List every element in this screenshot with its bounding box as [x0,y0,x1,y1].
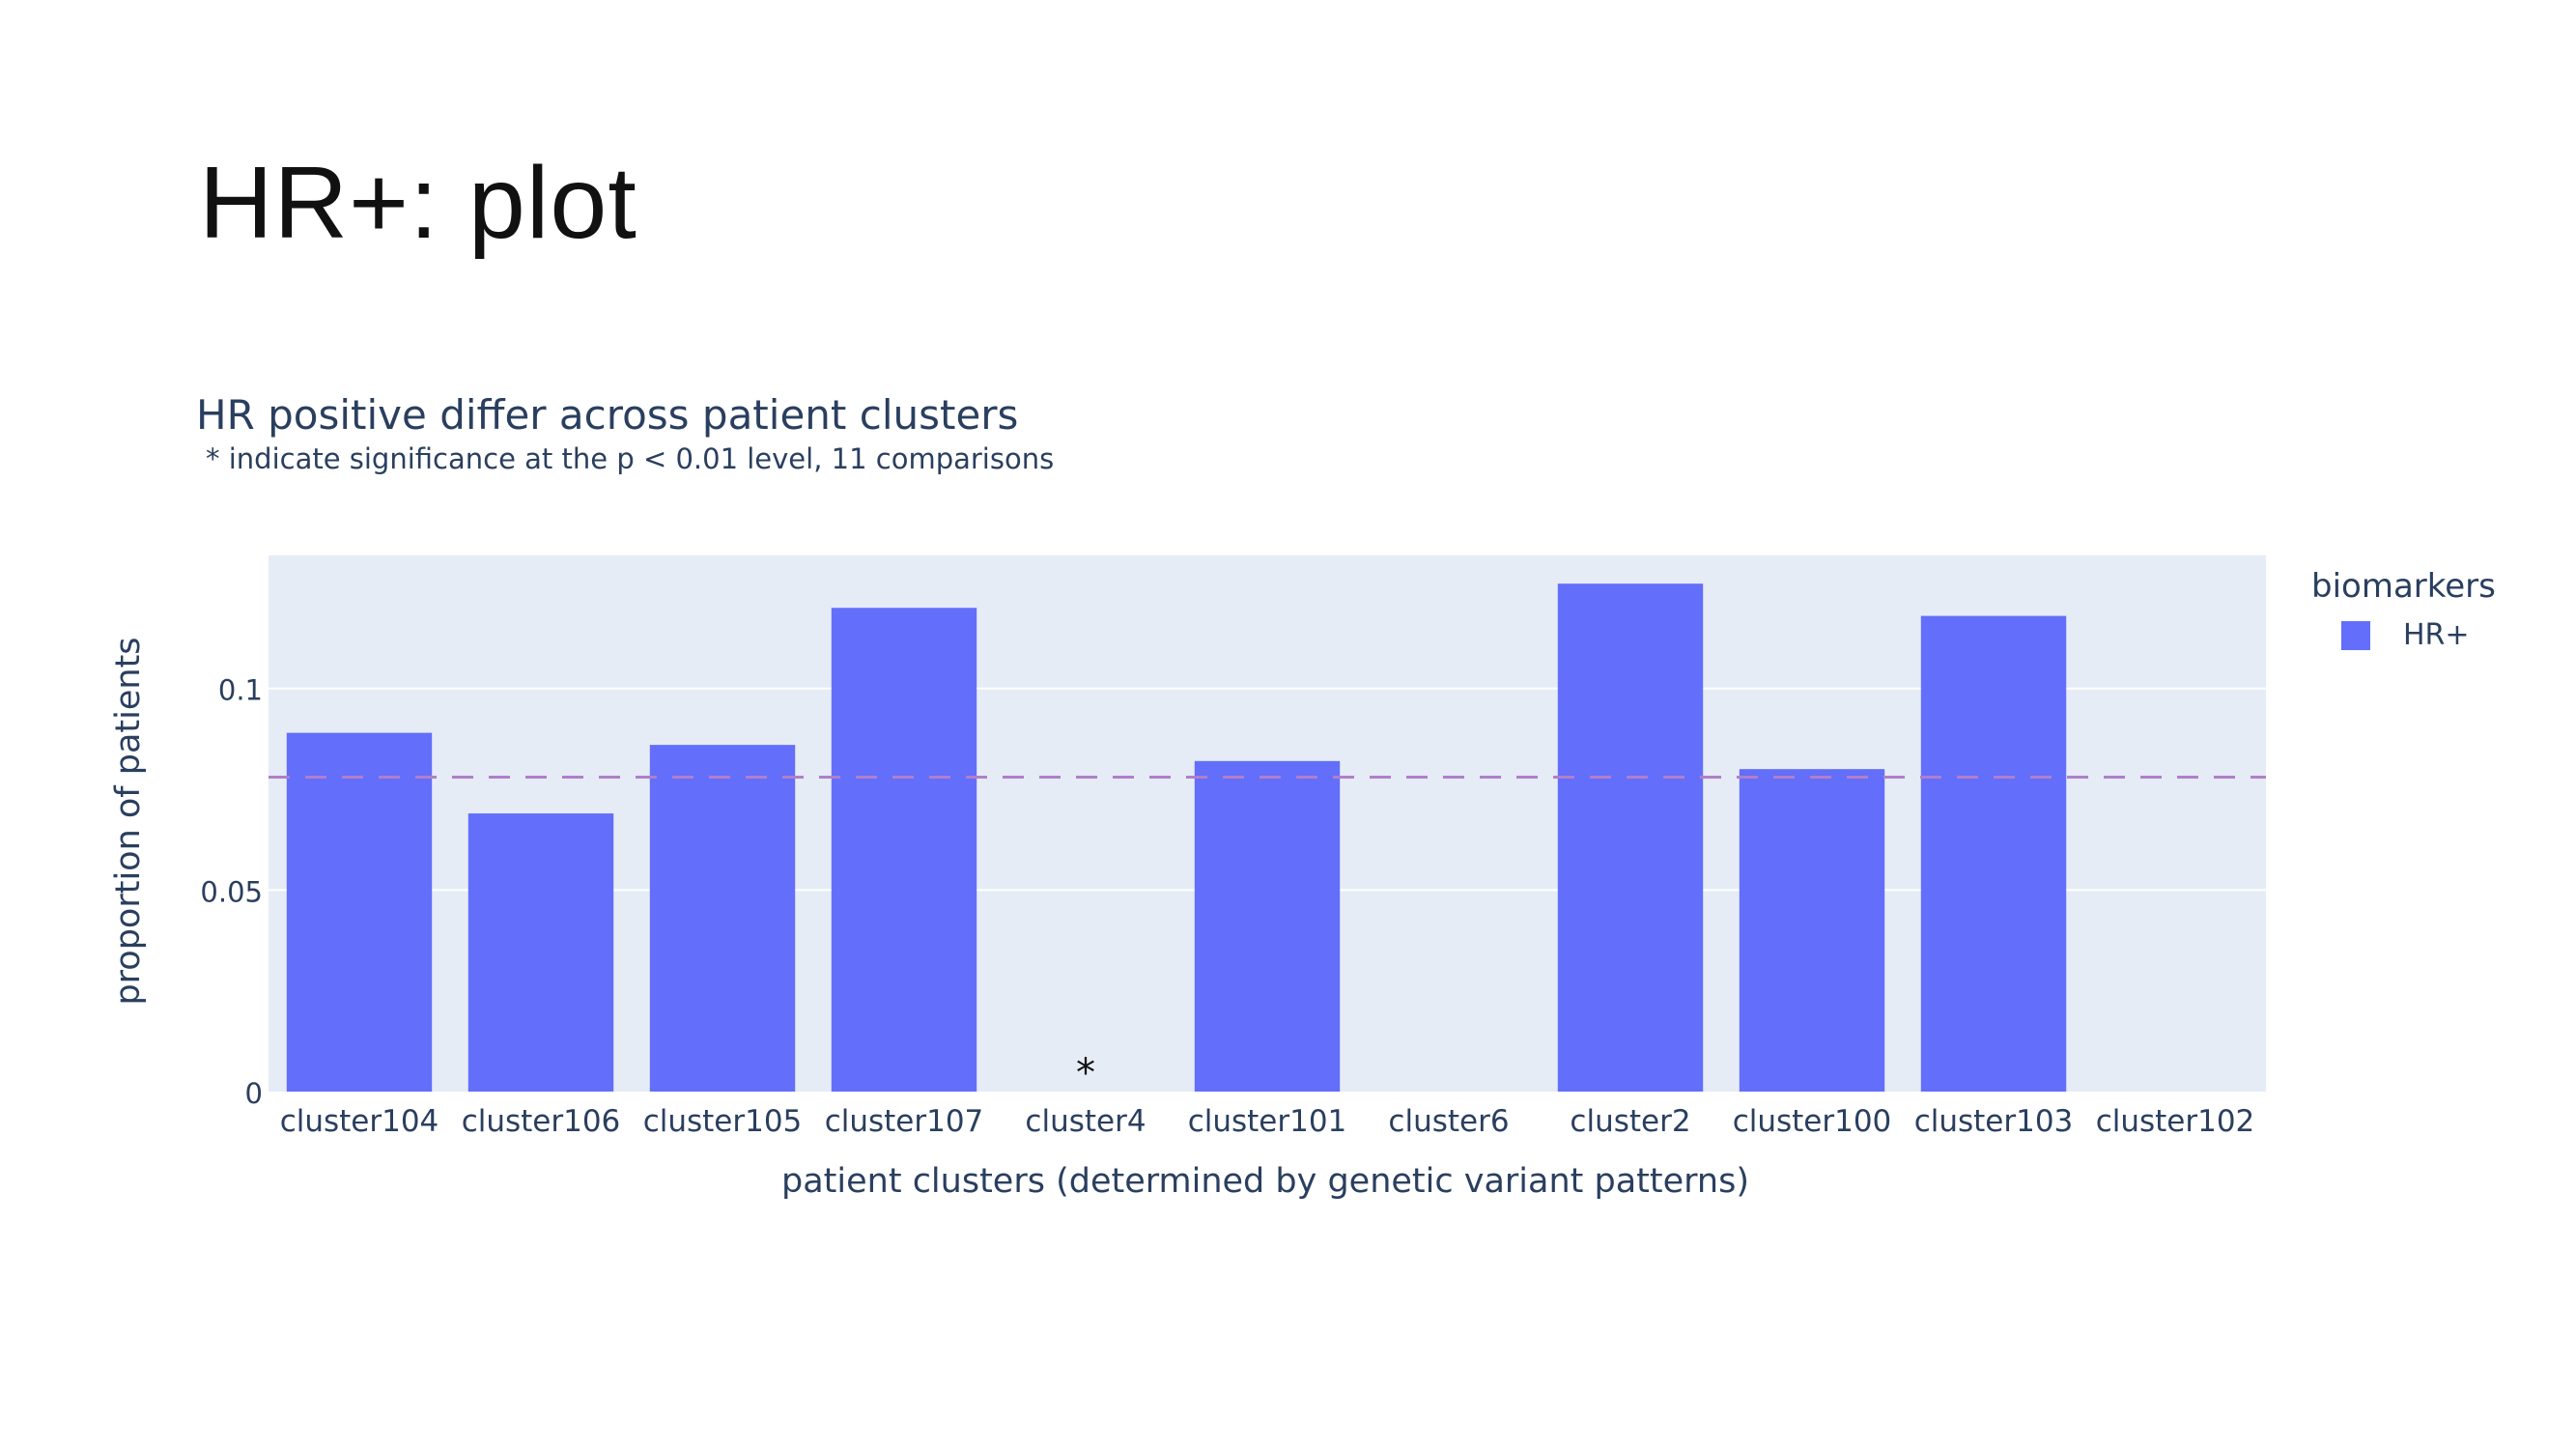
slide-title: HR+: plot [199,146,637,260]
legend-label: HR+ [2403,618,2470,652]
x-tick-label: cluster104 [280,1104,439,1139]
significance-marker: * [1076,1051,1095,1095]
y-tick-label: 0.1 [218,674,263,707]
bar-cluster100 [1739,769,1885,1092]
bar-cluster107 [831,608,977,1092]
bar-cluster106 [467,813,614,1092]
x-tick-label: cluster101 [1188,1104,1347,1139]
tick-labels: 0 0.05 0.1 cluster104 cluster106 cluster105 cl… [200,674,2254,1139]
x-tick-label: cluster107 [825,1104,984,1139]
y-tick-label: 0.05 [200,875,263,908]
legend-title: biomarkers [2311,567,2496,606]
x-tick-label: cluster4 [1025,1104,1146,1139]
bar-cluster105 [649,745,796,1092]
bar-cluster104 [286,732,433,1092]
legend-swatch [2341,620,2370,650]
bar-cluster103 [1920,615,2067,1092]
bar-cluster101 [1194,760,1341,1092]
x-tick-label: cluster100 [1733,1104,1892,1139]
x-tick-label: cluster103 [1914,1104,2074,1139]
chart-subtitle: * indicate significance at the p < 0.01 … [206,442,1055,475]
bar-cluster2 [1557,583,1704,1092]
x-tick-label: cluster106 [462,1104,621,1139]
x-axis-title: patient clusters (determined by genetic … [781,1162,1749,1201]
y-tick-label: 0 [245,1077,263,1110]
bars [286,583,2067,1092]
x-tick-label: cluster102 [2096,1104,2255,1139]
x-tick-label: cluster105 [643,1104,803,1139]
chart-title: HR positive differ across patient cluste… [196,391,1019,439]
x-tick-label: cluster2 [1570,1104,1690,1139]
x-tick-label: cluster6 [1388,1104,1509,1139]
legend-item-hr-plus[interactable]: HR+ [2341,618,2470,652]
y-axis-title: proportion of patients [109,637,148,1005]
